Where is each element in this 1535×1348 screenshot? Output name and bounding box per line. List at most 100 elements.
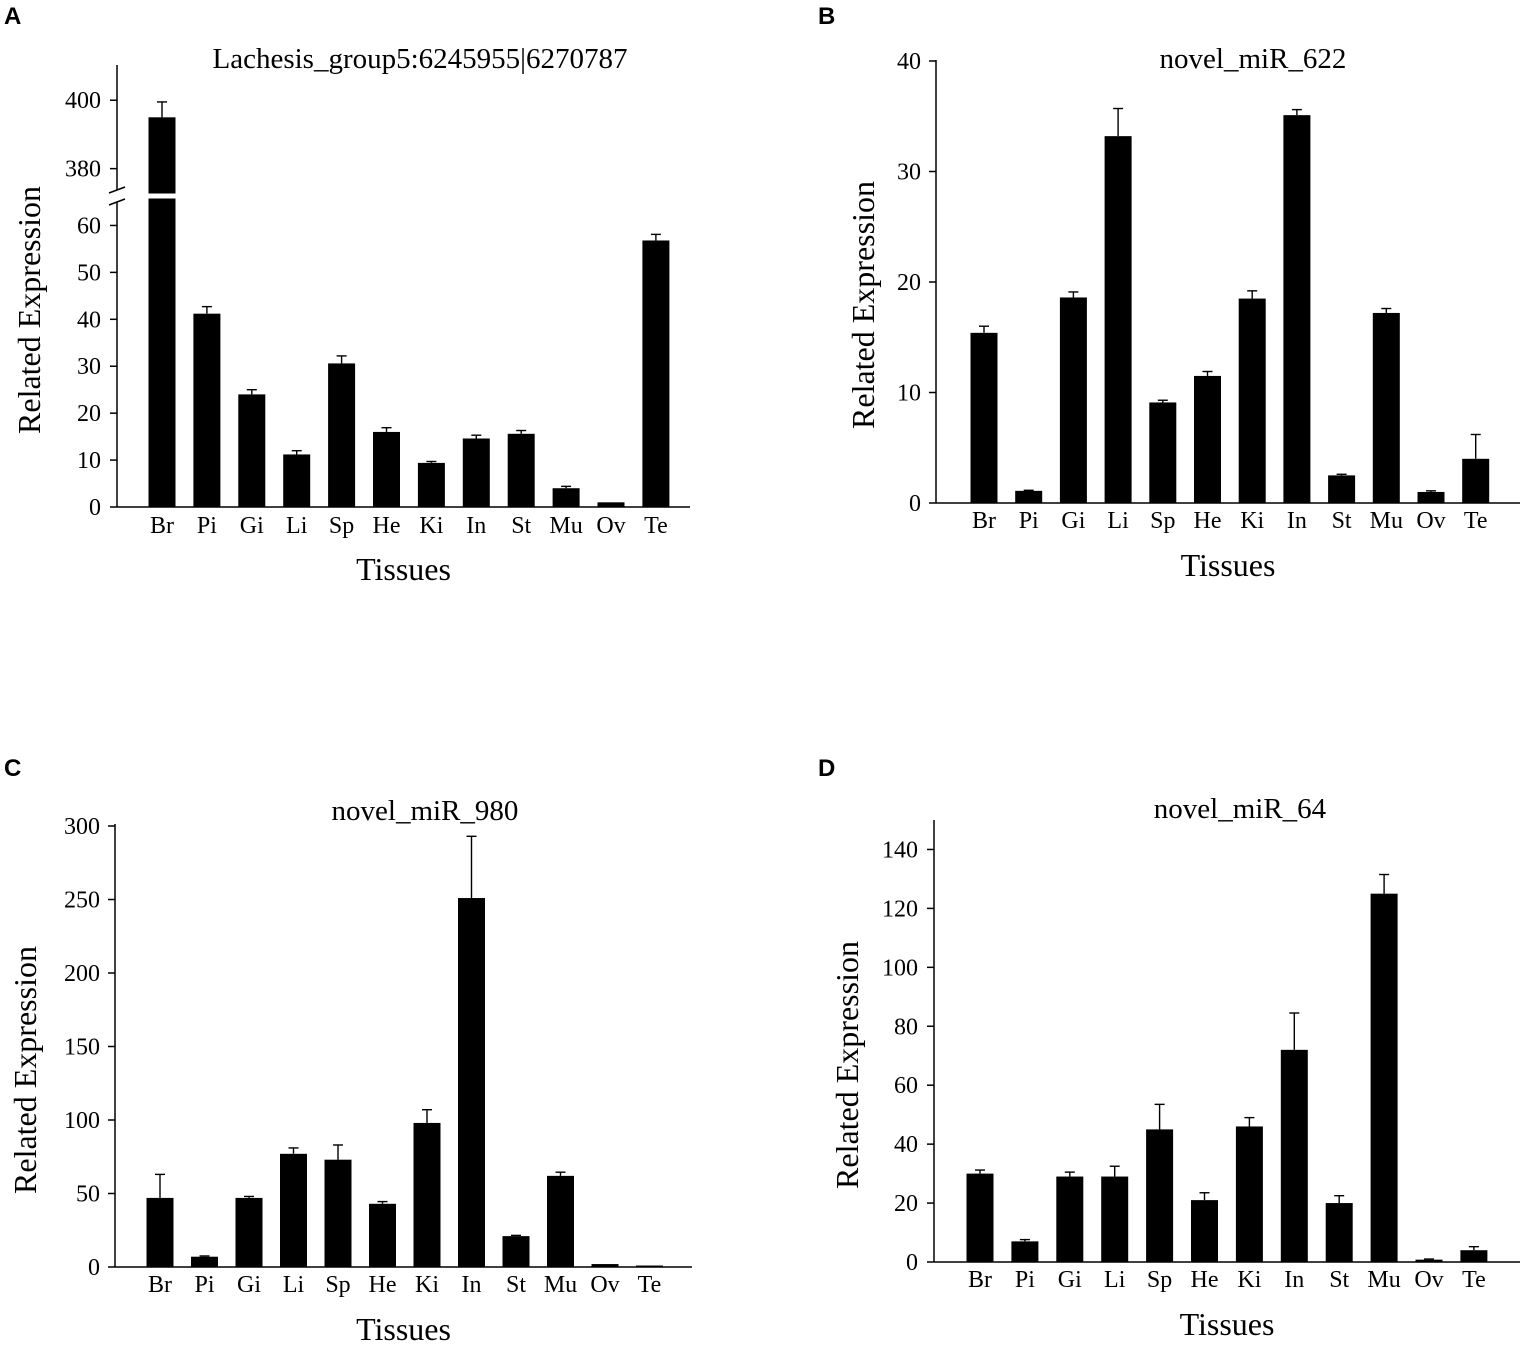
chart-title: Lachesis_group5:6245955|6270787 — [213, 43, 628, 75]
y-tick-label: 10 — [897, 381, 921, 407]
bar-he — [373, 431, 400, 507]
x-tick-label: Pi — [1015, 1267, 1035, 1293]
y-axis-title: Related Expression — [11, 186, 47, 434]
x-tick-label: St — [1332, 508, 1352, 534]
bar-mu — [547, 1175, 574, 1267]
x-tick-label: Gi — [237, 1272, 261, 1298]
x-tick-label: He — [1191, 1267, 1219, 1293]
x-axis-title: Tissues — [1180, 1306, 1275, 1342]
x-tick-label: Ki — [415, 1272, 439, 1298]
y-tick-label: 200 — [64, 961, 100, 987]
bar-he — [369, 1203, 396, 1267]
x-tick-label: Mu — [549, 513, 582, 539]
y-tick-label: 20 — [77, 401, 101, 427]
x-tick-label: In — [1284, 1267, 1304, 1293]
bar-li — [280, 1153, 307, 1267]
bar-br — [970, 332, 998, 503]
x-tick-label: Gi — [1058, 1267, 1082, 1293]
axis-break-mark — [108, 198, 126, 206]
x-tick-label: He — [1194, 508, 1222, 534]
x-tick-label: In — [462, 1272, 482, 1298]
x-tick-label: He — [369, 1272, 397, 1298]
bar-ki — [1238, 298, 1266, 503]
y-axis-title: Related Expression — [7, 946, 43, 1194]
bar-pi — [193, 313, 221, 507]
x-tick-label: Ov — [1416, 508, 1445, 534]
chart-panel-b: 0 10 20 30 40 novel_miR_622 Tissues Related Exp… — [845, 43, 1520, 583]
x-tick-label: Ov — [596, 513, 625, 539]
x-tick-label: Li — [1107, 508, 1129, 534]
y-tick-label: 20 — [897, 270, 921, 296]
panel-letter-b: B — [818, 3, 835, 30]
y-tick-label: 300 — [64, 814, 100, 840]
x-tick-label: Gi — [240, 513, 264, 539]
x-tick-label: Pi — [194, 1272, 214, 1298]
x-tick-label: Br — [148, 1272, 172, 1298]
x-tick-label: Pi — [197, 513, 217, 539]
x-axis-title: Tissues — [356, 1311, 451, 1347]
x-tick-label: Pi — [1019, 508, 1039, 534]
y-tick-label: 40 — [894, 1132, 918, 1158]
bar-he — [1191, 1200, 1218, 1262]
bar-gi — [238, 394, 266, 507]
bar-in — [462, 438, 490, 507]
bar-br — [148, 117, 176, 507]
x-tick-label: Li — [283, 1272, 305, 1298]
bar-st — [1328, 475, 1356, 503]
bar-gi — [1056, 1176, 1084, 1262]
y-tick-label: 0 — [906, 1250, 918, 1276]
x-tick-label: Te — [1464, 508, 1488, 534]
x-tick-label: Li — [286, 513, 308, 539]
bar-st — [507, 433, 535, 507]
bar-te — [1462, 458, 1490, 503]
x-tick-label: Sp — [325, 1272, 350, 1298]
y-tick-label: 20 — [894, 1191, 918, 1217]
bar-sp — [328, 363, 356, 507]
x-tick-label: Te — [644, 513, 668, 539]
y-tick-label: 60 — [77, 213, 101, 239]
bar-te — [636, 1265, 663, 1267]
bar-li — [1104, 136, 1132, 503]
bar-pi — [1011, 1241, 1039, 1262]
x-tick-label: Sp — [1147, 1267, 1172, 1293]
x-tick-label: Li — [1104, 1267, 1126, 1293]
x-tick-label: Mu — [1367, 1267, 1400, 1293]
y-axis-title: Related Expression — [845, 181, 881, 429]
y-tick-label: 0 — [909, 491, 921, 517]
y-tick-label: 10 — [77, 448, 101, 474]
y-tick-label: 250 — [64, 888, 100, 914]
bar-he — [1194, 375, 1221, 503]
panel-letter-c: C — [4, 755, 21, 782]
bar-sp — [1149, 402, 1177, 503]
bar-ov — [591, 1264, 619, 1267]
x-tick-label: St — [506, 1272, 526, 1298]
y-tick-label: 50 — [77, 260, 101, 286]
y-tick-label: 40 — [897, 49, 921, 75]
x-tick-label: Te — [1462, 1267, 1486, 1293]
chart-title: novel_miR_980 — [332, 795, 519, 827]
chart-panel-c: 0 50 100 150 200 250 300 novel_miR_980 Tissues Re… — [7, 795, 692, 1347]
x-tick-label: Ki — [419, 513, 443, 539]
x-axis-title: Tissues — [1181, 547, 1276, 583]
panel-letter-d: D — [818, 755, 835, 782]
bar-ov — [597, 502, 625, 507]
x-tick-label: In — [466, 513, 486, 539]
bar-sp — [324, 1159, 352, 1267]
x-tick-label: Te — [638, 1272, 662, 1298]
y-tick-label: 0 — [89, 495, 101, 521]
bar-li — [283, 454, 311, 507]
y-tick-label: 400 — [65, 88, 101, 114]
bar-st — [1325, 1203, 1353, 1262]
bar-te — [1460, 1250, 1488, 1262]
bar-mu — [552, 488, 580, 507]
bar-ki — [1235, 1126, 1263, 1262]
bar-ov — [1417, 491, 1445, 503]
bar-in — [458, 898, 485, 1267]
x-tick-label: Gi — [1061, 508, 1085, 534]
chart-title: novel_miR_64 — [1154, 793, 1327, 825]
bar-mu — [1372, 312, 1400, 503]
bar-sp — [1146, 1129, 1174, 1262]
x-tick-label: Br — [968, 1267, 992, 1293]
x-tick-label: Ki — [1240, 508, 1264, 534]
x-tick-label: Mu — [1370, 508, 1403, 534]
